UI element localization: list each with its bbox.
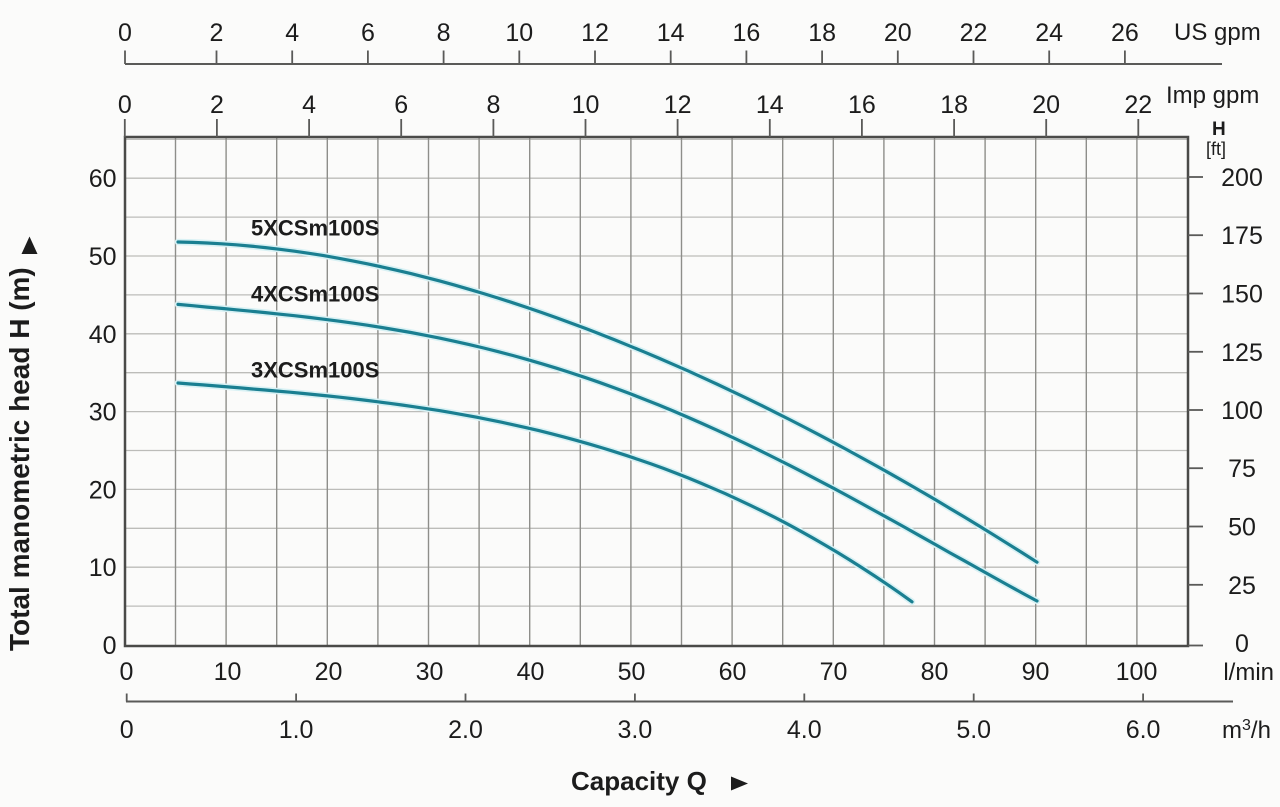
svg-text:50: 50 <box>618 658 646 686</box>
svg-text:0: 0 <box>118 19 132 47</box>
svg-text:10: 10 <box>505 19 533 47</box>
svg-text:[ft]: [ft] <box>1206 139 1226 159</box>
svg-text:4: 4 <box>302 91 316 119</box>
svg-text:2.0: 2.0 <box>448 716 483 744</box>
svg-text:100: 100 <box>1221 397 1263 425</box>
svg-text:24: 24 <box>1035 19 1063 47</box>
svg-text:0: 0 <box>1235 630 1249 658</box>
svg-text:2: 2 <box>210 91 224 119</box>
svg-text:0: 0 <box>118 91 132 119</box>
svg-text:12: 12 <box>664 91 692 119</box>
svg-text:10: 10 <box>89 554 117 582</box>
svg-text:Imp gpm: Imp gpm <box>1166 82 1259 109</box>
svg-text:5.0: 5.0 <box>956 716 991 744</box>
svg-text:Capacity Q: Capacity Q <box>571 766 707 796</box>
svg-text:10: 10 <box>572 91 600 119</box>
svg-text:175: 175 <box>1221 222 1263 250</box>
svg-text:60: 60 <box>719 658 747 686</box>
svg-text:70: 70 <box>820 658 848 686</box>
svg-text:16: 16 <box>848 91 876 119</box>
svg-text:18: 18 <box>808 19 836 47</box>
svg-text:18: 18 <box>940 91 968 119</box>
svg-text:25: 25 <box>1228 572 1256 600</box>
svg-text:100: 100 <box>1116 658 1158 686</box>
svg-text:3XCSm100S: 3XCSm100S <box>251 358 379 383</box>
svg-text:14: 14 <box>657 19 685 47</box>
svg-text:40: 40 <box>517 658 545 686</box>
svg-text:60: 60 <box>89 165 117 193</box>
svg-text:22: 22 <box>1124 91 1152 119</box>
svg-text:20: 20 <box>1032 91 1060 119</box>
svg-text:2: 2 <box>210 19 224 47</box>
svg-text:150: 150 <box>1221 281 1263 309</box>
svg-text:6: 6 <box>361 19 375 47</box>
svg-text:50: 50 <box>1228 514 1256 542</box>
svg-text:0: 0 <box>120 716 134 744</box>
svg-text:6: 6 <box>394 91 408 119</box>
svg-text:10: 10 <box>214 658 242 686</box>
svg-text:8: 8 <box>486 91 500 119</box>
svg-text:14: 14 <box>756 91 784 119</box>
svg-text:Total manometric head H (m): Total manometric head H (m) <box>4 267 35 651</box>
svg-text:90: 90 <box>1022 658 1050 686</box>
svg-text:30: 30 <box>89 399 117 427</box>
svg-text:26: 26 <box>1111 19 1139 47</box>
svg-text:12: 12 <box>581 19 609 47</box>
svg-text:20: 20 <box>89 476 117 504</box>
svg-text:3.0: 3.0 <box>618 716 653 744</box>
svg-text:200: 200 <box>1221 164 1263 192</box>
svg-text:22: 22 <box>960 19 988 47</box>
svg-text:40: 40 <box>89 321 117 349</box>
svg-text:5XCSm100S: 5XCSm100S <box>251 216 379 241</box>
svg-text:50: 50 <box>89 243 117 271</box>
svg-text:4.0: 4.0 <box>787 716 822 744</box>
svg-text:20: 20 <box>884 19 912 47</box>
svg-text:20: 20 <box>315 658 343 686</box>
svg-text:0: 0 <box>120 658 134 686</box>
svg-text:l/min: l/min <box>1223 659 1274 686</box>
svg-text:4XCSm100S: 4XCSm100S <box>251 282 379 307</box>
svg-text:16: 16 <box>732 19 760 47</box>
svg-text:80: 80 <box>921 658 949 686</box>
svg-text:30: 30 <box>416 658 444 686</box>
svg-text:75: 75 <box>1228 455 1256 483</box>
svg-text:US gpm: US gpm <box>1174 19 1261 46</box>
svg-text:125: 125 <box>1221 339 1263 367</box>
svg-text:1.0: 1.0 <box>279 716 314 744</box>
svg-text:H: H <box>1212 119 1226 140</box>
svg-text:8: 8 <box>437 19 451 47</box>
svg-text:6.0: 6.0 <box>1126 716 1161 744</box>
svg-text:0: 0 <box>103 632 117 660</box>
svg-text:4: 4 <box>285 19 299 47</box>
